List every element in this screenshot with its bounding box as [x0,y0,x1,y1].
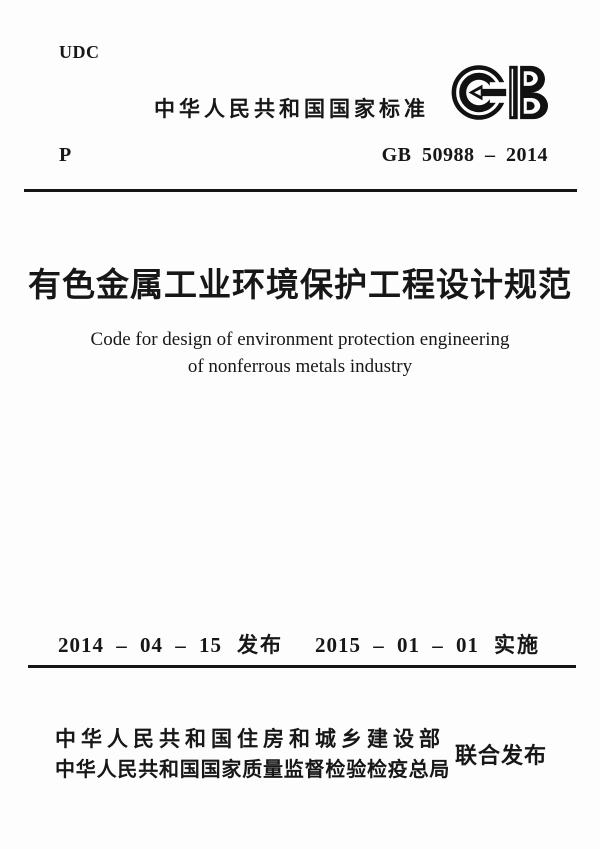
issue-date: 2014 – 04 – 15 [58,633,222,657]
implement-label: 实施 [494,634,540,657]
classification-code: P [59,144,72,166]
bottom-divider [28,665,576,668]
publisher-aqsiq-line: 中华人民共和国国家质量监督检验检疫总局 [55,759,451,781]
standard-number: GB 50988 – 2014 [381,144,548,166]
joint-issue-label: 联合发布 [455,743,548,768]
publisher-ministry-line: 中华人民共和国住房和城乡建设部 [55,728,445,751]
title-english: Code for design of environment protectio… [0,326,600,380]
issue-label: 发布 [237,634,283,657]
issue-date-row: 2014 – 04 – 15 发布 [58,629,283,659]
top-divider [24,189,577,192]
title-english-line1: Code for design of environment protectio… [90,329,510,350]
title-chinese: 有色金属工业环境保护工程设计规范 [28,268,572,304]
implement-date-row: 2015 – 01 – 01 实施 [315,629,540,659]
title-english-line2: of nonferrous metals industry [187,356,413,377]
gb-standard-logo-icon [451,62,548,123]
national-standard-heading: 中华人民共和国国家标准 [154,98,429,121]
udc-label: UDC [59,42,100,62]
implement-date: 2015 – 01 – 01 [315,633,479,657]
